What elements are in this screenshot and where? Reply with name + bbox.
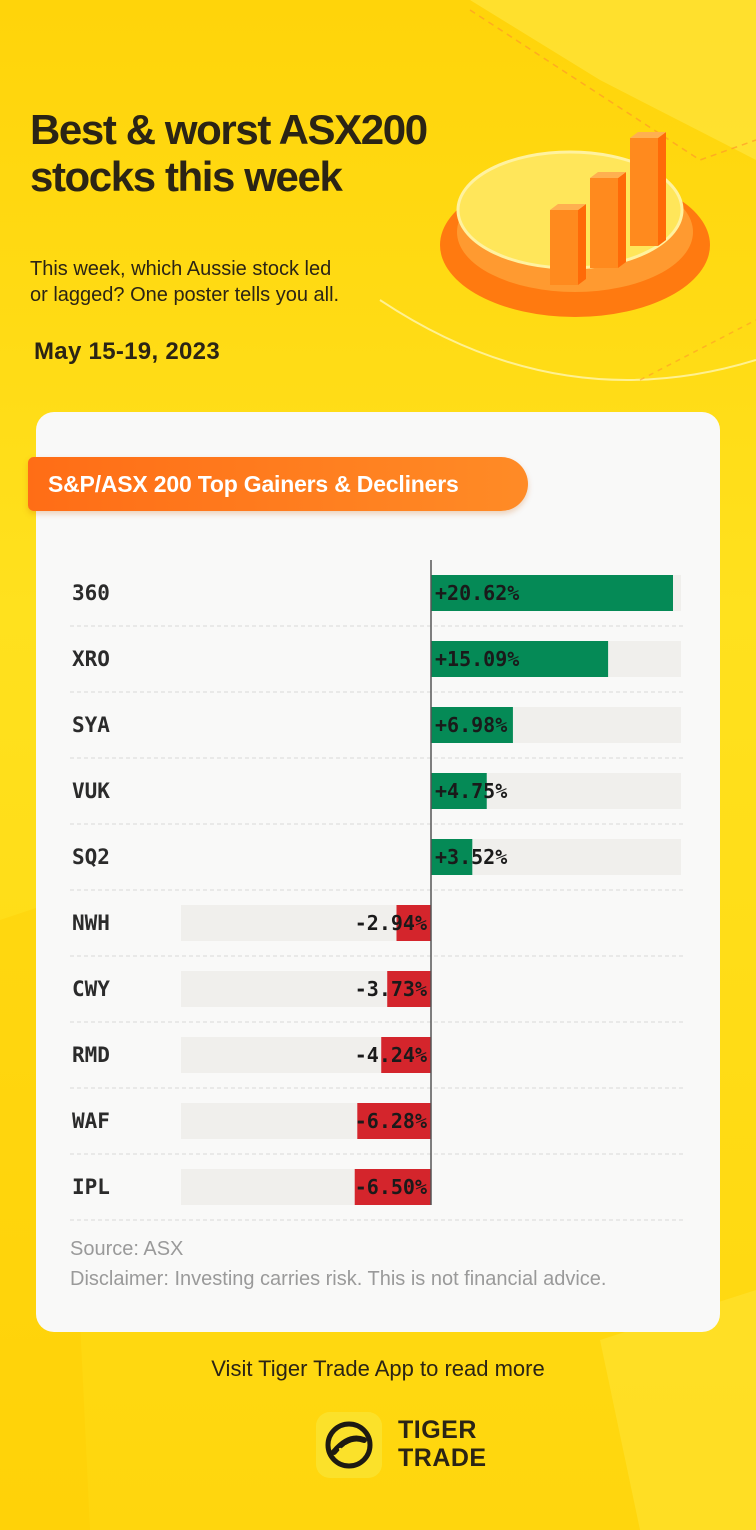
loss-bar [396, 905, 431, 941]
subtitle-line-2: or lagged? One poster tells you all. [30, 284, 340, 306]
value-label: +4.75% [435, 779, 507, 803]
value-label: -6.50% [355, 1175, 427, 1199]
tiger-logo-icon [316, 1412, 382, 1478]
date-range: May 15-19, 2023 [34, 338, 220, 365]
loss-bar [387, 971, 431, 1007]
brand-line-2: TRADE [398, 1444, 487, 1472]
gain-bar [431, 773, 487, 809]
ticker-label: RMD [72, 1043, 110, 1067]
loss-bar [357, 1103, 431, 1139]
subtitle: This week, which Aussie stock led or lag… [30, 256, 450, 308]
title-line-1: Best & worst ASX200 [30, 106, 428, 153]
value-label: -3.73% [355, 977, 427, 1001]
loss-bar [381, 1037, 431, 1073]
value-label: -6.28% [355, 1109, 427, 1133]
ticker-label: CWY [72, 977, 110, 1001]
brand-line-1: TIGER [398, 1416, 477, 1444]
ticker-label: SYA [72, 713, 110, 737]
visit-app-link[interactable]: Visit Tiger Trade App to read more [211, 1356, 545, 1381]
ticker-label: WAF [72, 1109, 110, 1133]
source-note: Source: ASX [70, 1238, 184, 1260]
title-line-2: stocks this week [30, 153, 343, 201]
value-label: +6.98% [435, 713, 507, 737]
ticker-label: 360 [72, 581, 110, 605]
ticker-label: VUK [72, 779, 110, 803]
gainers-decliners-chart: 360 +20.62% XRO +15.09% SYA +6.98% VUK +4.75% SQ… [70, 560, 684, 1221]
value-label: +3.52% [435, 845, 507, 869]
value-label: -2.94% [355, 911, 427, 935]
ticker-label: SQ2 [72, 845, 110, 869]
brand-wordmark: TIGER TRADE [398, 1416, 487, 1472]
disclaimer-note: Disclaimer: Investing carries risk. This… [70, 1268, 607, 1290]
gain-bar [431, 641, 609, 677]
ticker-label: NWH [72, 911, 110, 935]
chart-title-ribbon: S&P/ASX 200 Top Gainers & Decliners [28, 457, 528, 511]
gain-bar [431, 707, 513, 743]
value-label: -4.24% [355, 1043, 427, 1067]
loss-bar [354, 1169, 431, 1205]
value-label: +15.09% [435, 647, 519, 671]
value-label: +20.62% [435, 581, 519, 605]
ticker-label: IPL [72, 1175, 110, 1199]
bar-track [431, 839, 681, 875]
bar-chart-hero-icon [440, 132, 710, 317]
gain-bar [431, 575, 673, 611]
bar-track [181, 905, 431, 941]
subtitle-line-1: This week, which Aussie stock led [30, 258, 332, 280]
gain-bar [431, 839, 473, 875]
page-title: Best & worst ASX200 stocks this week [30, 106, 428, 201]
ticker-label: XRO [72, 647, 110, 671]
